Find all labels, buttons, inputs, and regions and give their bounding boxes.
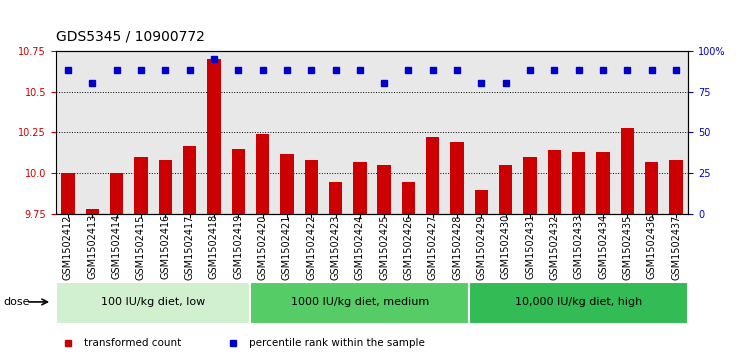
Text: GSM1502412: GSM1502412: [63, 214, 73, 280]
Text: GSM1502417: GSM1502417: [185, 214, 195, 280]
Bar: [524, 157, 536, 214]
Text: GSM1502427: GSM1502427: [428, 214, 437, 280]
Text: GSM1502430: GSM1502430: [501, 214, 511, 280]
Bar: [572, 152, 586, 214]
Bar: [158, 160, 172, 214]
Text: GSM1502425: GSM1502425: [379, 214, 389, 280]
Bar: [377, 165, 391, 214]
Bar: [499, 165, 513, 214]
Bar: [475, 189, 488, 214]
Text: GSM1502436: GSM1502436: [647, 214, 657, 280]
Text: GSM1502416: GSM1502416: [160, 214, 170, 280]
Text: GSM1502414: GSM1502414: [112, 214, 121, 280]
Text: GSM1502426: GSM1502426: [403, 214, 414, 280]
Bar: [548, 150, 561, 214]
Bar: [251, 282, 469, 325]
Text: GSM1502424: GSM1502424: [355, 214, 365, 280]
Text: dose: dose: [4, 297, 31, 307]
Text: GSM1502423: GSM1502423: [330, 214, 341, 280]
Bar: [469, 282, 688, 325]
Text: GSM1502429: GSM1502429: [476, 214, 487, 280]
Bar: [86, 209, 99, 214]
Bar: [670, 160, 683, 214]
Text: GSM1502435: GSM1502435: [623, 214, 632, 280]
Text: GSM1502420: GSM1502420: [257, 214, 268, 280]
Text: GSM1502415: GSM1502415: [136, 214, 146, 280]
Text: GSM1502433: GSM1502433: [574, 214, 584, 280]
Text: GSM1502419: GSM1502419: [233, 214, 243, 280]
Text: GSM1502432: GSM1502432: [549, 214, 559, 280]
Bar: [183, 146, 196, 214]
Bar: [450, 142, 464, 214]
Text: transformed count: transformed count: [84, 338, 182, 348]
Text: 10,000 IU/kg diet, high: 10,000 IU/kg diet, high: [515, 297, 642, 307]
Bar: [110, 174, 124, 214]
Bar: [256, 134, 269, 214]
Bar: [353, 162, 367, 214]
Bar: [231, 149, 245, 214]
Text: GSM1502428: GSM1502428: [452, 214, 462, 280]
Bar: [645, 162, 658, 214]
Text: GDS5345 / 10900772: GDS5345 / 10900772: [56, 29, 205, 44]
Text: GSM1502421: GSM1502421: [282, 214, 292, 280]
Text: percentile rank within the sample: percentile rank within the sample: [248, 338, 425, 348]
Bar: [426, 137, 440, 214]
Bar: [329, 182, 342, 214]
Bar: [56, 282, 251, 325]
Bar: [304, 160, 318, 214]
Text: GSM1502437: GSM1502437: [671, 214, 681, 280]
Bar: [134, 157, 147, 214]
Text: 100 IU/kg diet, low: 100 IU/kg diet, low: [101, 297, 205, 307]
Text: GSM1502431: GSM1502431: [525, 214, 535, 280]
Bar: [208, 59, 220, 214]
Text: 1000 IU/kg diet, medium: 1000 IU/kg diet, medium: [291, 297, 429, 307]
Bar: [280, 154, 294, 214]
Bar: [402, 182, 415, 214]
Bar: [61, 174, 74, 214]
Text: GSM1502413: GSM1502413: [87, 214, 97, 280]
Bar: [597, 152, 610, 214]
Text: GSM1502418: GSM1502418: [209, 214, 219, 280]
Bar: [620, 128, 634, 214]
Text: GSM1502434: GSM1502434: [598, 214, 608, 280]
Text: GSM1502422: GSM1502422: [307, 214, 316, 280]
